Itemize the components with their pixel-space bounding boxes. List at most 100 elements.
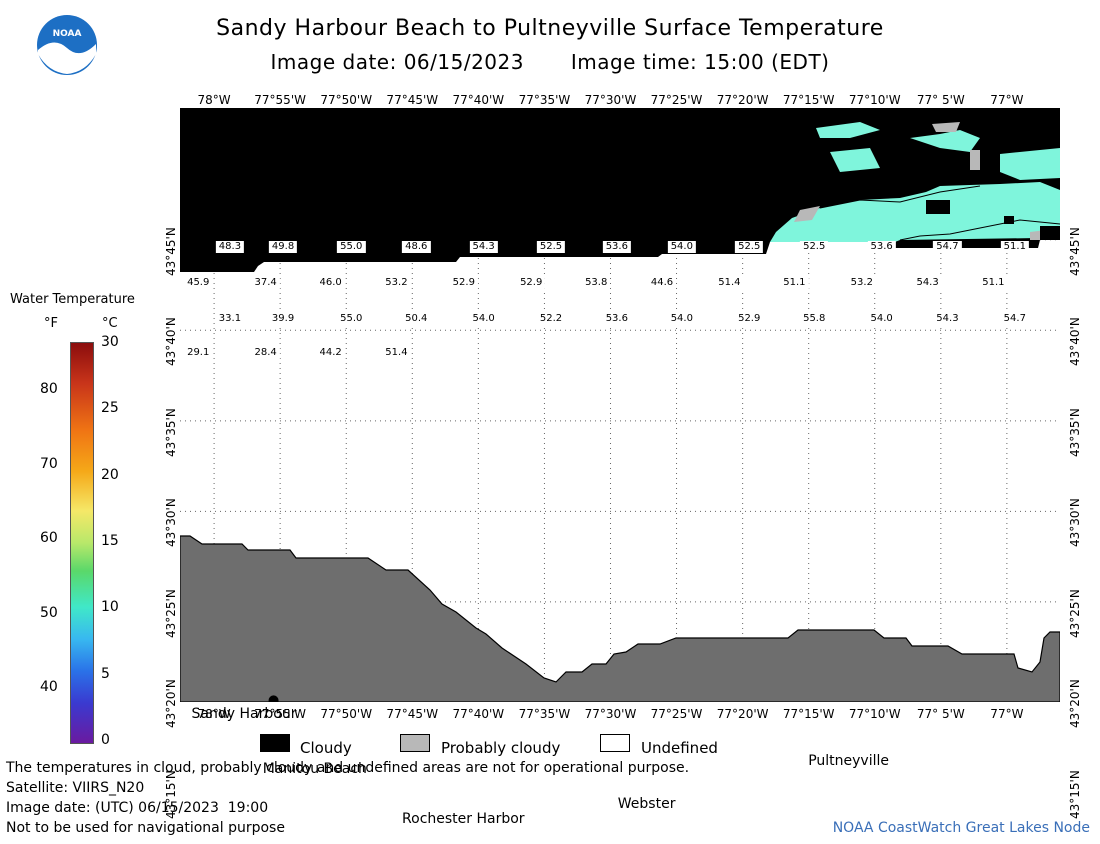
temperature-label: 46.0 xyxy=(316,277,345,290)
legend-c-tick: 25 xyxy=(101,400,119,417)
probably-cloudy-label: Probably cloudy xyxy=(441,739,561,757)
temperature-label: 52.5 xyxy=(735,241,764,254)
longitude-label: 77°55'W xyxy=(254,93,306,107)
temperature-label: 54.0 xyxy=(867,313,896,326)
legend-f-tick: 70 xyxy=(40,455,58,472)
longitude-label: 77°W xyxy=(990,707,1024,721)
temperature-label: 51.4 xyxy=(715,277,744,290)
temperature-label: 48.6 xyxy=(402,241,431,254)
temperature-label: 54.3 xyxy=(913,277,942,290)
temperature-label: 39.9 xyxy=(268,313,298,326)
place-label: Sandy Harbour xyxy=(191,706,297,723)
temperature-label: 55.8 xyxy=(800,313,829,326)
longitude-label: 77°35'W xyxy=(518,707,571,721)
temperature-label: 52.9 xyxy=(517,277,546,290)
longitude-label: 77°20'W xyxy=(716,93,769,107)
temperature-label: 53.8 xyxy=(582,277,611,290)
latitude-label: 43°15'N xyxy=(1068,770,1082,819)
temperature-label: 48.3 xyxy=(215,241,245,254)
temperature-label: 52.5 xyxy=(536,241,566,254)
longitude-label: 77°40'W xyxy=(452,707,505,721)
temperature-label: 28.4 xyxy=(251,346,280,359)
longitude-label: 77°35'W xyxy=(518,93,571,107)
longitude-label: 77°30'W xyxy=(584,93,637,107)
legend-c-tick: 30 xyxy=(101,334,119,350)
temperature-label: 51.1 xyxy=(1000,241,1029,254)
longitude-label: 77°10'W xyxy=(848,707,901,721)
temperature-label: 49.8 xyxy=(268,241,298,254)
temperature-label: 53.6 xyxy=(602,241,631,254)
disclaimer: The temperatures in cloud, probably clou… xyxy=(6,760,690,776)
temperature-label: 53.2 xyxy=(847,277,876,290)
legend-c-tick: 0 xyxy=(101,732,110,748)
temperature-label: 54.0 xyxy=(667,313,696,326)
place-label: Webster xyxy=(617,796,676,813)
longitude-label: 77°15'W xyxy=(782,93,835,107)
undefined-label: Undefined xyxy=(641,739,718,757)
latitude-label: 43°35'N xyxy=(164,408,178,457)
longitude-label: 77° 5'W xyxy=(916,707,965,721)
temperature-label: 51.1 xyxy=(780,277,809,290)
temperature-label: 51.4 xyxy=(382,346,411,359)
legend-f-tick: 60 xyxy=(40,530,58,547)
legend-f-tick: 50 xyxy=(40,604,58,621)
longitude-label: 77°30'W xyxy=(584,707,637,721)
longitude-label: 77°W xyxy=(990,93,1024,107)
noaa-logo: NOAA xyxy=(36,14,98,76)
temperature-map xyxy=(180,108,1060,702)
longitude-label: 77°15'W xyxy=(782,707,835,721)
longitude-label: 77° 5'W xyxy=(916,93,965,107)
longitude-label: 77°25'W xyxy=(650,93,703,107)
navigation-warning: Not to be used for navigational purpose xyxy=(6,820,285,836)
temperature-label: 52.9 xyxy=(735,313,764,326)
legend-c-tick: 5 xyxy=(101,665,110,682)
temperature-label: 54.3 xyxy=(469,241,498,254)
place-label: Manitou Beach xyxy=(262,761,367,778)
longitude-label: 78°W xyxy=(197,707,231,721)
temperature-label: 51.1 xyxy=(979,277,1008,290)
legend-f-tick: 80 xyxy=(40,381,58,398)
temperature-label: 55.0 xyxy=(337,313,366,326)
legend-f-tick: 40 xyxy=(40,679,58,696)
temperature-label: 44.6 xyxy=(647,277,677,290)
longitude-label: 77°25'W xyxy=(650,707,703,721)
legend-c-tick: 15 xyxy=(101,533,119,549)
temperature-label: 44.2 xyxy=(316,346,345,359)
temperature-label: 54.0 xyxy=(667,241,696,254)
longitude-label: 77°55'W xyxy=(254,707,306,721)
latitude-label: 43°30'N xyxy=(164,498,178,548)
latitude-label: 43°30'N xyxy=(1068,498,1082,548)
undefined-swatch xyxy=(600,734,630,752)
svg-text:NOAA: NOAA xyxy=(53,29,82,39)
temperature-label: 53.6 xyxy=(602,313,631,326)
longitude-label: 77°45'W xyxy=(386,707,439,721)
credit: NOAA CoastWatch Great Lakes Node xyxy=(832,820,1090,836)
satellite: Satellite: VIIRS_N20 xyxy=(6,780,145,796)
legend-unit-f: °F xyxy=(44,316,58,331)
longitude-label: 77°40'W xyxy=(452,93,505,107)
image-time: Image time: 15:00 (EDT) xyxy=(570,50,830,74)
cloudy-label: Cloudy xyxy=(300,739,352,757)
temperature-label: 29.1 xyxy=(184,346,213,359)
place-marker xyxy=(268,695,279,702)
temperature-label: 52.2 xyxy=(536,313,566,326)
latitude-label: 43°45'N xyxy=(1068,226,1082,276)
temperature-label: 54.7 xyxy=(1000,313,1029,326)
temperature-label: 54.3 xyxy=(933,313,962,326)
longitude-label: 77°45'W xyxy=(386,93,439,107)
longitude-label: 78°W xyxy=(197,93,231,107)
probably-cloudy-swatch xyxy=(400,734,430,752)
image-date-utc: Image date: (UTC) 06/15/2023 19:00 xyxy=(6,800,269,816)
legend-unit-c: °C xyxy=(102,316,118,331)
temperature-label: 45.9 xyxy=(184,277,213,290)
latitude-label: 43°40'N xyxy=(1068,317,1082,367)
longitude-label: 77°20'W xyxy=(716,707,769,721)
legend-title: Water Temperature xyxy=(10,292,135,307)
noaa-logo-icon: NOAA xyxy=(37,15,97,75)
longitude-label: 77°50'W xyxy=(320,93,373,107)
place-label: Rochester Harbor xyxy=(402,811,525,828)
image-date-time: Image date: 06/15/2023 Image time: 15:00… xyxy=(0,50,1100,74)
temperature-label: 55.0 xyxy=(337,241,366,254)
latitude-label: 43°25'N xyxy=(1068,589,1082,638)
temperature-label: 53.6 xyxy=(867,241,896,254)
